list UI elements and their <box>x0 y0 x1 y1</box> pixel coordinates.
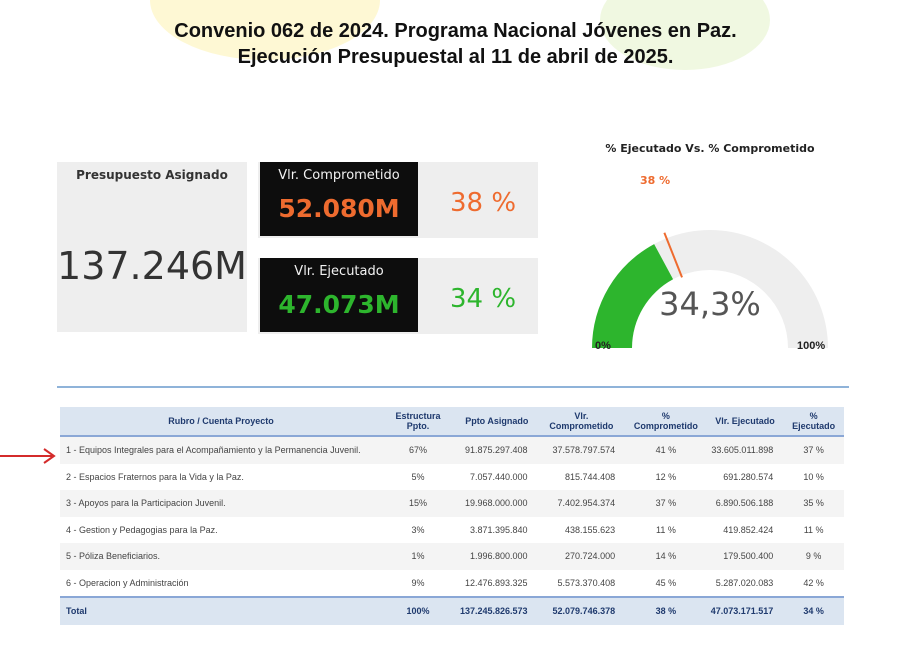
table-row: 1 - Equipos Integrales para el Acompañam… <box>60 436 844 464</box>
cell-comprometido: 7.402.954.374 <box>537 490 626 517</box>
cell-ejecutado: 179.500.400 <box>706 543 784 570</box>
cell-pct-comprometido: 45 % <box>625 569 707 597</box>
cell-asignado: 19.968.000.000 <box>455 490 538 517</box>
cell-asignado: 3.871.395.840 <box>455 516 538 543</box>
cell-ejecutado: 33.605.011.898 <box>706 436 784 464</box>
cell-pct-comprometido: 37 % <box>625 490 707 517</box>
budget-table: Rubro / Cuenta Proyecto Estructura Ppto.… <box>60 407 844 625</box>
table-row: 3 - Apoyos para la Participacion Juvenil… <box>60 490 844 517</box>
table-total-row: Total 100% 137.245.826.573 52.079.746.37… <box>60 596 844 625</box>
ejecutado-pct: 34 % <box>450 284 517 314</box>
cell-estructura: 67% <box>380 436 456 464</box>
table-header-row: Rubro / Cuenta Proyecto Estructura Ppto.… <box>60 407 844 437</box>
cell-asignado: 1.996.800.000 <box>455 543 538 570</box>
cell-comprometido: 438.155.623 <box>537 516 626 543</box>
gauge-min-label: 0% <box>595 340 611 352</box>
table-row: 6 - Operacion y Administración 9% 12.476… <box>60 569 844 597</box>
cell-rubro: 5 - Póliza Beneficiarios. <box>60 543 380 570</box>
cell-total-label: Total <box>60 596 380 625</box>
gauge-target-label: 38 % <box>640 174 671 187</box>
gauge-max-label: 100% <box>797 340 826 352</box>
col-header-asignado: Ppto Asignado <box>455 407 538 437</box>
title-line-2: Ejecución Presupuestal al 11 de abril de… <box>237 46 674 68</box>
cell-pct-ejecutado: 35 % <box>783 490 844 517</box>
cell-asignado: 7.057.440.000 <box>455 463 538 490</box>
asignado-value: 137.246M <box>57 244 247 288</box>
cell-rubro: 1 - Equipos Integrales para el Acompañam… <box>60 436 380 464</box>
ejecutado-box: Vlr. Ejecutado 47.073M <box>260 258 418 332</box>
cell-total-comprometido: 52.079.746.378 <box>537 596 626 625</box>
cell-pct-ejecutado: 10 % <box>783 463 844 490</box>
ejecutado-label: Vlr. Ejecutado <box>294 264 384 279</box>
cell-rubro: 6 - Operacion y Administración <box>60 569 380 597</box>
cell-asignado: 91.875.297.408 <box>455 436 538 464</box>
cell-pct-ejecutado: 9 % <box>783 543 844 570</box>
gauge-chart <box>592 230 828 348</box>
cell-total-estructura: 100% <box>380 596 456 625</box>
cell-ejecutado: 419.852.424 <box>706 516 784 543</box>
title-line-1: Convenio 062 de 2024. Programa Nacional … <box>174 20 737 42</box>
col-header-ejecutado: Vlr. Ejecutado <box>706 407 784 437</box>
cell-comprometido: 37.578.797.574 <box>537 436 626 464</box>
cell-ejecutado: 6.890.506.188 <box>706 490 784 517</box>
cell-asignado: 12.476.893.325 <box>455 569 538 597</box>
col-header-rubro: Rubro / Cuenta Proyecto <box>60 407 380 437</box>
cell-estructura: 15% <box>380 490 456 517</box>
gauge-value-label: 34,3% <box>659 285 761 323</box>
cell-ejecutado: 691.280.574 <box>706 463 784 490</box>
cell-comprometido: 270.724.000 <box>537 543 626 570</box>
cell-estructura: 5% <box>380 463 456 490</box>
cell-pct-comprometido: 11 % <box>625 516 707 543</box>
cell-pct-comprometido: 14 % <box>625 543 707 570</box>
cell-estructura: 1% <box>380 543 456 570</box>
cell-pct-comprometido: 41 % <box>625 436 707 464</box>
ejecutado-value: 47.073M <box>278 290 400 319</box>
gauge-fill <box>592 244 674 348</box>
cell-rubro: 4 - Gestion y Pedagogias para la Paz. <box>60 516 380 543</box>
cell-rubro: 3 - Apoyos para la Participacion Juvenil… <box>60 490 380 517</box>
cell-total-ejecutado: 47.073.171.517 <box>706 596 784 625</box>
cell-total-pct-comprometido: 38 % <box>625 596 707 625</box>
asignado-card: Presupuesto Asignado 137.246M <box>57 162 247 332</box>
asignado-label: Presupuesto Asignado <box>76 168 228 182</box>
cell-estructura: 9% <box>380 569 456 597</box>
section-divider <box>57 386 849 388</box>
table-row: 2 - Espacios Fraternos para la Vida y la… <box>60 463 844 490</box>
col-header-estructura: Estructura Ppto. <box>380 407 456 437</box>
gauge-title: % Ejecutado Vs. % Comprometido <box>605 142 815 155</box>
comprometido-pct: 38 % <box>450 188 517 218</box>
cell-rubro: 2 - Espacios Fraternos para la Vida y la… <box>60 463 380 490</box>
cell-comprometido: 5.573.370.408 <box>537 569 626 597</box>
page-title: Convenio 062 de 2024. Programa Nacional … <box>0 18 911 70</box>
table-row: 5 - Póliza Beneficiarios. 1% 1.996.800.0… <box>60 543 844 570</box>
col-header-comprometido: Vlr. Comprometido <box>537 407 626 437</box>
cell-pct-ejecutado: 42 % <box>783 569 844 597</box>
cell-total-asignado: 137.245.826.573 <box>455 596 538 625</box>
cell-total-pct-ejecutado: 34 % <box>783 596 844 625</box>
col-header-pct-comprometido: % Comprometido <box>625 407 707 437</box>
red-arrow-icon <box>0 448 56 464</box>
cell-ejecutado: 5.287.020.083 <box>706 569 784 597</box>
comprometido-label: Vlr. Comprometido <box>278 168 400 183</box>
cell-pct-comprometido: 12 % <box>625 463 707 490</box>
table-row: 4 - Gestion y Pedagogias para la Paz. 3%… <box>60 516 844 543</box>
comprometido-value: 52.080M <box>278 194 400 223</box>
col-header-pct-ejecutado: % Ejecutado <box>783 407 844 437</box>
comprometido-box: Vlr. Comprometido 52.080M <box>260 162 418 236</box>
cell-pct-ejecutado: 11 % <box>783 516 844 543</box>
cell-estructura: 3% <box>380 516 456 543</box>
cell-comprometido: 815.744.408 <box>537 463 626 490</box>
gauge-target-marker <box>663 232 683 278</box>
cell-pct-ejecutado: 37 % <box>783 436 844 464</box>
